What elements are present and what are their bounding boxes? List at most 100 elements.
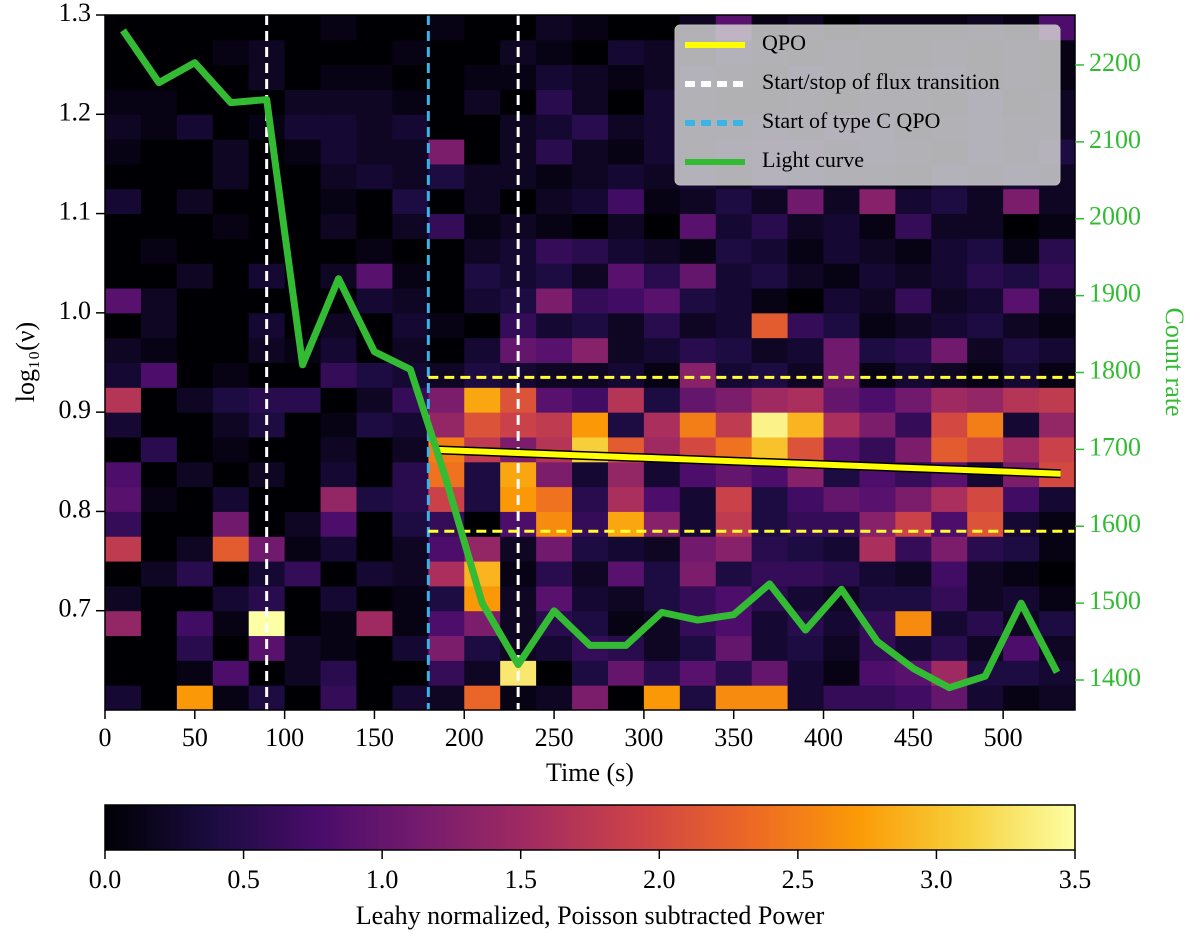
heatmap-cell xyxy=(536,561,573,587)
heatmap-cell xyxy=(679,387,717,413)
heatmap-cell xyxy=(931,436,968,463)
heatmap-cell xyxy=(643,263,681,289)
heatmap-cell xyxy=(536,635,573,661)
heatmap-cell xyxy=(572,89,609,115)
colorbar-tick-label: 3.5 xyxy=(1059,865,1092,894)
y2-axis-label: Count rate xyxy=(1160,307,1189,416)
x-axis-label: Time (s) xyxy=(546,758,634,787)
colorbar-tick-label: 1.0 xyxy=(366,865,399,894)
heatmap-cell xyxy=(787,238,825,264)
heatmap-cell xyxy=(392,685,429,710)
heatmap-cell xyxy=(931,263,968,289)
heatmap-cell xyxy=(607,337,645,363)
heatmap-cell xyxy=(751,660,789,686)
heatmap-cell xyxy=(356,263,393,289)
heatmap-cell xyxy=(823,486,860,512)
colorbar-tick-label: 2.0 xyxy=(643,865,676,894)
heatmap-cell xyxy=(105,561,142,587)
heatmap-cell xyxy=(212,139,250,165)
heatmap-cell xyxy=(895,188,932,215)
heatmap-cell xyxy=(356,660,393,686)
heatmap-cell xyxy=(320,238,357,264)
heatmap-cell xyxy=(643,585,681,612)
heatmap-cell xyxy=(931,213,968,239)
heatmap-cell xyxy=(176,163,214,190)
heatmap-cell xyxy=(859,585,896,612)
heatmap-cell xyxy=(823,312,860,339)
heatmap-cell xyxy=(931,536,968,562)
heatmap-cell xyxy=(392,139,429,165)
heatmap-cell xyxy=(464,511,501,537)
heatmap-cell xyxy=(715,511,753,537)
heatmap-cell xyxy=(859,337,896,363)
heatmap-cell xyxy=(428,238,465,264)
heatmap-cell xyxy=(536,263,573,289)
heatmap-cell xyxy=(895,436,932,463)
heatmap-cell xyxy=(787,585,825,612)
heatmap-cell xyxy=(787,387,825,413)
heatmap-cell xyxy=(751,387,789,413)
heatmap-cell xyxy=(967,561,1004,587)
heatmap-cell xyxy=(212,635,250,661)
heatmap-cell xyxy=(643,561,681,587)
heatmap-cell xyxy=(140,288,178,314)
heatmap-cell xyxy=(715,288,753,314)
heatmap-cell xyxy=(823,213,860,239)
heatmap-cell xyxy=(356,238,393,264)
heatmap-cell xyxy=(607,15,645,41)
heatmap-cell xyxy=(751,511,789,537)
heatmap-cell xyxy=(967,288,1004,314)
heatmap-cell xyxy=(931,312,968,339)
heatmap-cell xyxy=(643,412,681,438)
heatmap-cell xyxy=(140,139,178,165)
heatmap-cell xyxy=(536,39,573,66)
heatmap-cell xyxy=(715,486,753,512)
x-tick-label: 250 xyxy=(535,723,574,752)
heatmap-cell xyxy=(607,188,645,215)
heatmap-cell xyxy=(572,163,609,190)
heatmap-cell xyxy=(607,362,645,388)
heatmap-cell xyxy=(643,288,681,314)
heatmap-cell xyxy=(931,238,968,264)
heatmap-cell xyxy=(428,139,465,165)
heatmap-cell xyxy=(536,412,573,438)
heatmap-cell xyxy=(320,536,357,562)
heatmap-cell xyxy=(105,238,142,264)
heatmap-cell xyxy=(643,15,681,41)
heatmap-cell xyxy=(212,685,250,710)
heatmap-cell xyxy=(967,263,1004,289)
heatmap-cell xyxy=(320,188,357,215)
heatmap-cell xyxy=(212,486,250,512)
heatmap-cell xyxy=(751,238,789,264)
heatmap-cell xyxy=(1039,263,1075,289)
heatmap-cell xyxy=(787,635,825,661)
heatmap-cell xyxy=(176,610,214,637)
heatmap-cell xyxy=(320,387,357,413)
heatmap-cell xyxy=(392,114,429,140)
heatmap-cell xyxy=(787,660,825,686)
heatmap-cell xyxy=(679,486,717,512)
heatmap-cell xyxy=(428,362,465,388)
heatmap-cell xyxy=(536,486,573,512)
heatmap-cell xyxy=(572,312,609,339)
heatmap-cell xyxy=(607,114,645,140)
heatmap-cell xyxy=(931,387,968,413)
heatmap-cell xyxy=(679,288,717,314)
heatmap-cell xyxy=(643,511,681,537)
heatmap-cell xyxy=(572,114,609,140)
heatmap-cell xyxy=(679,561,717,587)
heatmap-cell xyxy=(931,412,968,438)
colorbar-tick-label: 3.0 xyxy=(920,865,953,894)
heatmap-cell xyxy=(931,486,968,512)
heatmap-cell xyxy=(787,561,825,587)
heatmap-cell xyxy=(212,312,250,339)
heatmap-cell xyxy=(859,263,896,289)
heatmap-cell xyxy=(464,114,501,140)
heatmap-cell xyxy=(859,188,896,215)
heatmap-cell xyxy=(572,412,609,438)
heatmap-cell xyxy=(356,511,393,537)
heatmap-cell xyxy=(1039,536,1075,562)
heatmap-cell xyxy=(967,412,1004,438)
heatmap-cell xyxy=(428,114,465,140)
heatmap-cell xyxy=(176,139,214,165)
